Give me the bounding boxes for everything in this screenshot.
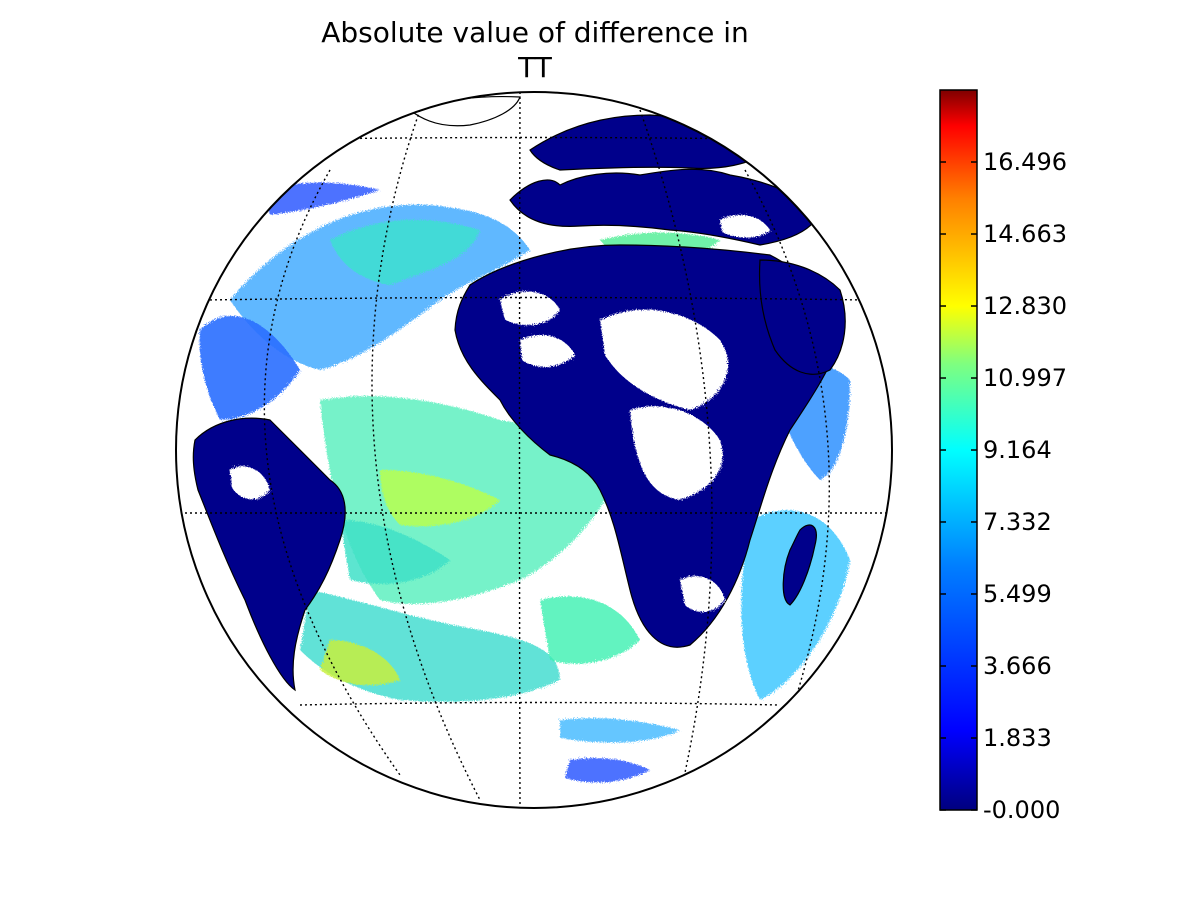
colorbar-gradient xyxy=(939,89,978,811)
colorbar-tick-label: 7.332 xyxy=(983,507,1052,536)
graticule xyxy=(176,92,892,808)
colorbar-tick-label: 16.496 xyxy=(983,148,1067,176)
plot-title-line-1: Absolute value of difference in xyxy=(321,16,749,49)
colorbar-tick-label: -0.000 xyxy=(983,796,1061,824)
globe xyxy=(176,92,892,808)
colorbar-tick-labels: 16.496 14.663 12.830 10.997 9.164 7.332 5.499 3… xyxy=(983,0,1183,900)
colorbar-tick-label: 3.666 xyxy=(983,651,1052,680)
colorbar-tick-label: 1.833 xyxy=(983,723,1052,752)
colorbar-tick-label: 9.164 xyxy=(983,436,1052,465)
plot-title-line-2: TT xyxy=(518,51,552,84)
colorbar-tick-label: 5.499 xyxy=(983,579,1052,608)
globe-outline xyxy=(175,91,893,809)
nodata-patches xyxy=(230,214,770,612)
colorbar xyxy=(939,89,978,811)
colorbar-tick-label: 12.830 xyxy=(983,292,1067,320)
colorbar-tick-label: 10.997 xyxy=(983,364,1067,393)
ocean-data-field xyxy=(199,182,850,783)
colorbar-tick-label: 14.663 xyxy=(983,220,1067,248)
